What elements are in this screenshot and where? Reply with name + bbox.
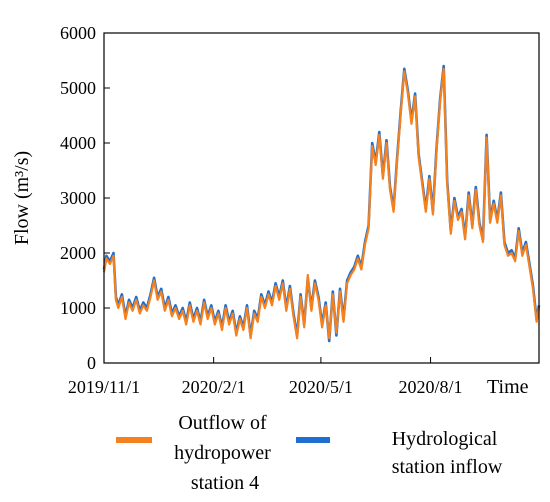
y-tick-label: 0	[87, 353, 96, 373]
x-tick-label: 2020/8/1	[399, 377, 463, 397]
x-tick-label: 2020/2/1	[182, 377, 246, 397]
legend-label-outflow: Outflow of hydropower station 4	[174, 412, 276, 494]
x-tick-label: 2020/5/1	[289, 377, 353, 397]
y-tick-label: 3000	[60, 188, 96, 208]
legend-label-inflow: Hydrological station inflow	[392, 428, 503, 478]
y-tick-label: 1000	[60, 298, 96, 318]
y-axis-ticks: 0 1000 2000 3000 4000 5000 6000	[60, 23, 110, 373]
x-tick-label: 2019/11/1	[68, 377, 140, 397]
y-tick-label: 2000	[60, 243, 96, 263]
y-tick-label: 6000	[60, 23, 96, 43]
plot-frame	[103, 32, 540, 364]
y-tick-label: 4000	[60, 133, 96, 153]
y-axis-title: Flow (m³/s)	[11, 151, 33, 245]
legend: Outflow of hydropower station 4 Hydrolog…	[116, 412, 503, 494]
x-axis-ticks: 2019/11/1 2020/2/1 2020/5/1 2020/8/1	[68, 357, 463, 397]
series-layer	[102, 64, 541, 343]
x-axis-title: Time	[487, 376, 529, 398]
y-tick-label: 5000	[60, 78, 96, 98]
series-line-outflow	[102, 67, 541, 340]
